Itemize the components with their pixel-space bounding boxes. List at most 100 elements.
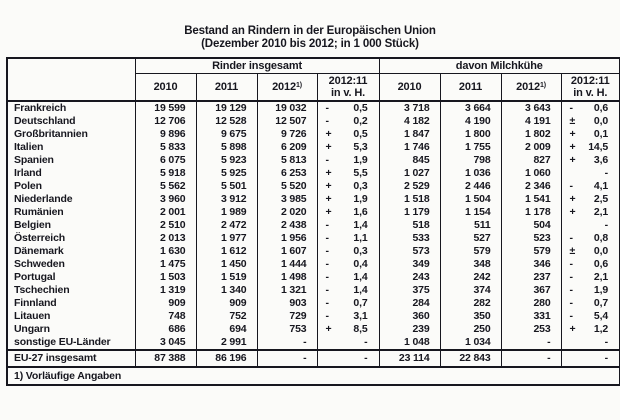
change-wrap: - 0,7: [562, 297, 619, 310]
group-header-row: Rinder insgesamt davon Milchkühe: [7, 58, 620, 102]
change-wrap: - 0,7: [318, 297, 379, 310]
change-sign: +: [325, 193, 332, 205]
change-sign: -: [569, 297, 574, 309]
change-cell: +1,6: [316, 206, 380, 219]
col-header-unit: in v. H.: [573, 86, 608, 99]
value-cell: 1 977: [195, 232, 257, 245]
value-cell: 1 518: [378, 193, 441, 206]
change-wrap: - 1,4: [318, 271, 379, 284]
value-cell: 2 001: [134, 206, 196, 219]
value-cell: 1 847: [378, 128, 441, 141]
change-wrap: - 4,1: [562, 180, 619, 193]
value-cell: 748: [134, 310, 196, 323]
table-row: Schweden 1 475 1 450 1 444-0,4 349 348 346-0,6: [7, 258, 620, 271]
change-wrap: - 1,1: [318, 232, 379, 245]
change-value: 0,6: [593, 102, 609, 114]
change-value: 0,1: [593, 128, 609, 140]
value-cell: 686: [134, 323, 196, 336]
change-wrap: -: [318, 352, 379, 365]
title-line-1: Bestand an Rindern in der Europäischen U…: [184, 25, 436, 37]
value-cell: 5 813: [256, 154, 317, 167]
change-value: 1,4: [353, 271, 368, 283]
change-sign: +: [325, 167, 332, 179]
value-cell: 5 520: [256, 180, 317, 193]
row-label: Schweden: [14, 258, 65, 270]
change-value: 5,3: [353, 141, 368, 153]
change-cell: ±0,0: [560, 115, 620, 128]
change-sign: -: [325, 219, 330, 231]
change-cell: - 0,6: [560, 258, 620, 271]
value-cell: 9 896: [134, 128, 196, 141]
row-label: Deutschland: [14, 115, 76, 127]
change-value: 4,1: [593, 180, 609, 192]
col-header-rinder-2010: 2010: [134, 73, 196, 102]
change-cell: - 0,8: [560, 232, 620, 245]
value-cell: 1 321: [256, 284, 317, 297]
value-cell: 6 209: [256, 141, 317, 154]
change-wrap: +1,2: [562, 323, 619, 336]
change-value: 8,5: [353, 323, 368, 335]
value-cell: 348: [439, 258, 502, 271]
value-cell: 250: [439, 323, 502, 336]
footnote-row: 1) Vorläufige Angaben: [7, 367, 620, 385]
change-cell: - 0,7: [316, 297, 380, 310]
change-value: 0,0: [593, 245, 609, 257]
change-value: 0,4: [353, 258, 368, 270]
table-header: Rinder insgesamt davon Milchkühe 2010 20…: [7, 58, 620, 102]
value-cell: 6 075: [134, 154, 196, 167]
change-sign: +: [325, 323, 332, 335]
value-cell: 2 529: [378, 180, 441, 193]
change-wrap: ±0,0: [562, 115, 619, 128]
change-cell: - 5,4: [560, 310, 620, 323]
change-sign: -: [325, 258, 330, 270]
change-sign: +: [569, 323, 576, 335]
change-wrap: +1,9: [318, 193, 379, 206]
value-cell: 511: [439, 219, 502, 232]
value-cell: -: [256, 349, 317, 368]
value-cell: -: [256, 336, 317, 350]
value-cell: 518: [378, 219, 441, 232]
change-cell: - 4,1: [560, 180, 620, 193]
change-sign: +: [325, 206, 332, 218]
change-sign: ±: [569, 115, 576, 127]
value-cell: 5 898: [195, 141, 257, 154]
change-sign: -: [325, 245, 330, 257]
change-wrap: ±0,0: [562, 245, 619, 258]
change-cell: - 1,9: [316, 154, 380, 167]
value-cell: 1 027: [378, 167, 441, 180]
value-cell: 5 562: [134, 180, 196, 193]
value-cell: 4 191: [500, 115, 562, 128]
value-cell: 579: [500, 245, 562, 258]
change-sign: ±: [569, 245, 576, 257]
value-cell: 1 612: [195, 245, 257, 258]
table-row: Irland 5 918 5 925 6 253 +5,5 1 027 1 036 1 060…: [7, 167, 620, 180]
change-cell: +1,2: [560, 323, 620, 336]
change-sign: -: [569, 180, 574, 192]
change-wrap: - 0,6: [562, 258, 619, 271]
change-sign: -: [569, 271, 574, 283]
change-sign: -: [569, 258, 574, 270]
value-cell: 1 989: [195, 206, 257, 219]
change-value: 0,3: [353, 180, 368, 192]
change-wrap: - 1,9: [318, 154, 379, 167]
value-cell: 12 706: [134, 115, 196, 128]
change-value: 1,9: [353, 154, 368, 166]
change-cell: -: [560, 349, 620, 368]
change-value: -: [604, 167, 609, 179]
value-cell: 349: [378, 258, 441, 271]
table-row: Belgien 2 510 2 472 2 438-1,4 518 511 504-: [7, 219, 620, 232]
value-cell: 5 501: [195, 180, 257, 193]
change-cell: +0,5: [316, 128, 380, 141]
change-value: 0,7: [593, 297, 609, 309]
change-value: -: [364, 336, 368, 348]
col-header-year: 2012: [272, 80, 296, 93]
value-cell: 2 009: [500, 141, 562, 154]
change-value: 0,8: [593, 232, 609, 244]
change-cell: +0,3: [316, 180, 380, 193]
change-value: 3,1: [353, 310, 368, 322]
change-cell: +8,5: [316, 323, 380, 336]
value-cell: 5 925: [195, 167, 257, 180]
change-sign: +: [569, 128, 576, 140]
change-sign: -: [569, 232, 574, 244]
row-label: Frankreich: [14, 102, 67, 114]
